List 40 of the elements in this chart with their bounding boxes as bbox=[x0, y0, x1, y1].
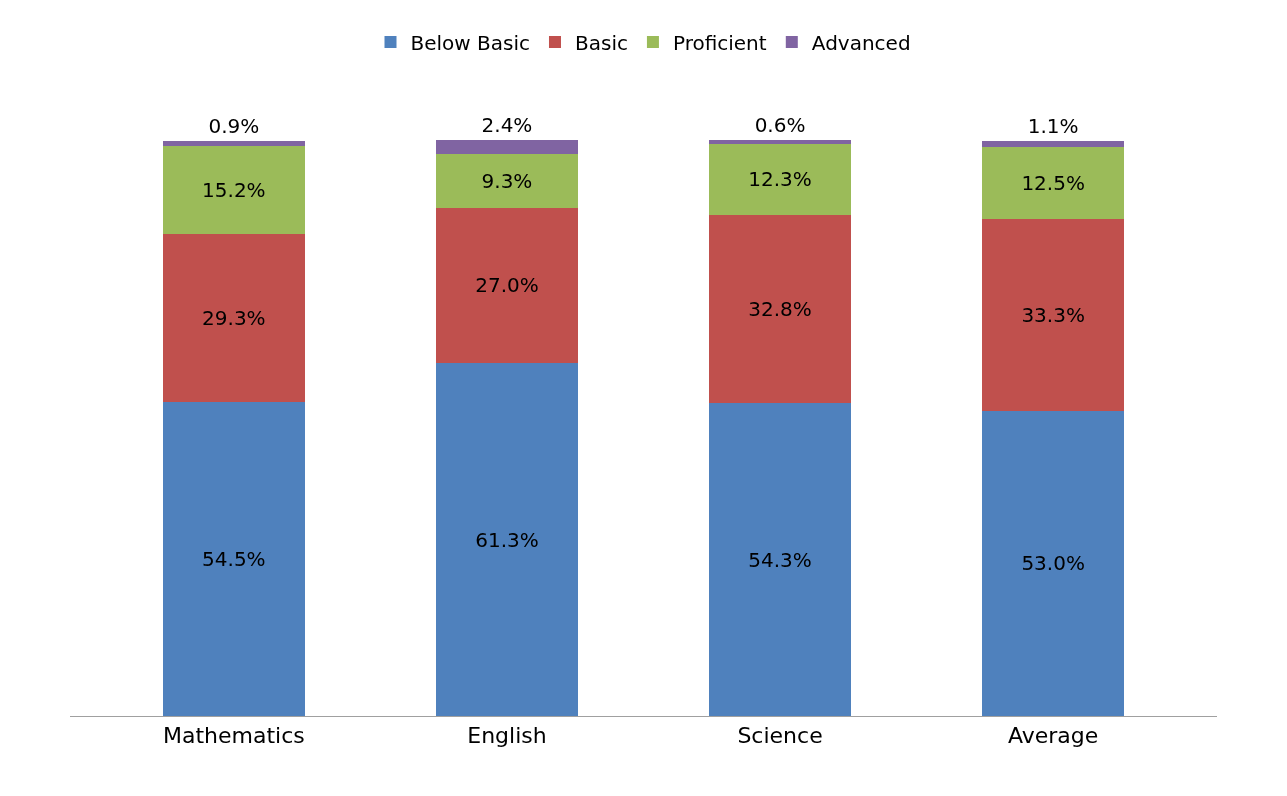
bar bbox=[435, 154, 578, 208]
data-label: 27.0% bbox=[475, 273, 539, 298]
legend-label: Proficient bbox=[672, 30, 767, 55]
bar bbox=[435, 140, 578, 155]
data-label: 29.3% bbox=[202, 305, 266, 330]
data-label: 33.3% bbox=[1021, 303, 1085, 328]
bar bbox=[435, 207, 578, 364]
bar bbox=[982, 410, 1125, 716]
data-label: 54.3% bbox=[748, 547, 812, 572]
bar bbox=[435, 363, 578, 716]
data-label: 32.8% bbox=[748, 296, 812, 321]
data-label: 0.9% bbox=[208, 113, 260, 138]
bar bbox=[982, 147, 1125, 220]
bar bbox=[162, 140, 305, 147]
bar bbox=[982, 140, 1125, 148]
x-tick-label: English bbox=[467, 723, 547, 749]
bar bbox=[982, 219, 1125, 411]
data-label: 9.3% bbox=[481, 168, 533, 193]
x-tick-label: Average bbox=[1007, 723, 1099, 749]
bar bbox=[709, 403, 852, 716]
data-label: 1.1% bbox=[1027, 113, 1079, 138]
bar bbox=[709, 214, 852, 404]
legend-label: Advanced bbox=[811, 30, 911, 55]
bar bbox=[709, 140, 852, 144]
data-label: 0.6% bbox=[754, 113, 806, 138]
bar bbox=[162, 402, 305, 716]
x-tick-label: Mathematics bbox=[162, 723, 305, 749]
data-label: 12.5% bbox=[1021, 171, 1085, 196]
bar bbox=[162, 233, 305, 403]
data-label: 61.3% bbox=[475, 527, 539, 552]
data-label: 53.0% bbox=[1021, 551, 1085, 576]
bar bbox=[709, 143, 852, 215]
bar bbox=[162, 146, 305, 234]
data-label: 12.3% bbox=[748, 167, 812, 192]
x-tick-label: Science bbox=[737, 723, 823, 749]
legend-label: Basic bbox=[574, 30, 628, 55]
data-label: 2.4% bbox=[481, 113, 533, 138]
data-label: 15.2% bbox=[202, 177, 266, 202]
data-label: 54.5% bbox=[202, 547, 266, 572]
legend-label: Below Basic bbox=[410, 30, 530, 55]
